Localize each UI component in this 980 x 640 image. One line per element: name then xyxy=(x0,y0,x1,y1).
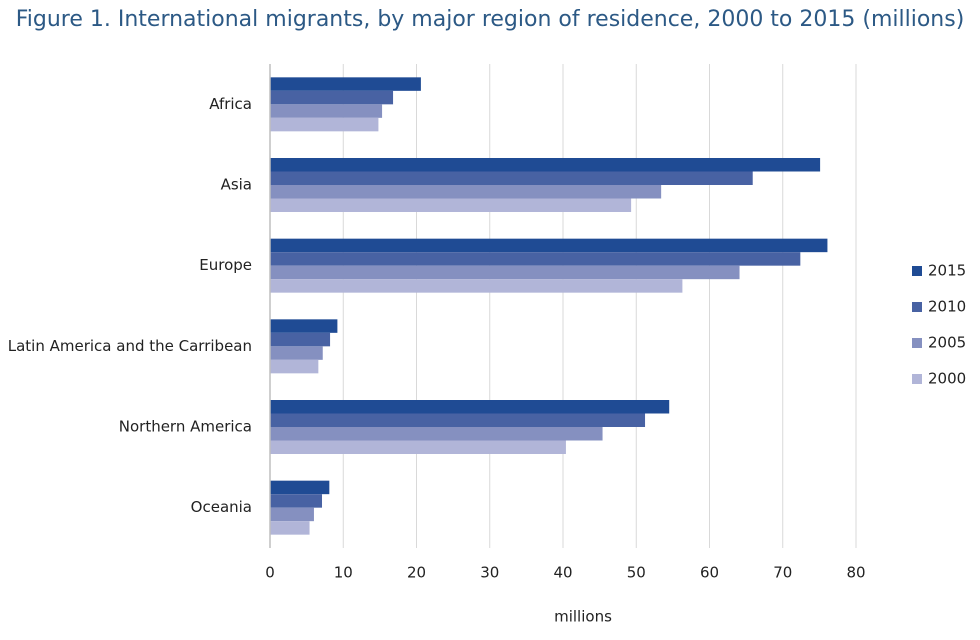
legend-swatch xyxy=(912,338,922,348)
bar xyxy=(270,279,683,293)
bar xyxy=(270,104,383,118)
bar xyxy=(270,238,828,253)
legend-label: 2015 xyxy=(928,262,966,280)
chart-title: Figure 1. International migrants, by maj… xyxy=(16,7,965,32)
y-tick-label: Africa xyxy=(209,95,252,113)
x-tick-label: 80 xyxy=(846,564,865,582)
y-tick-label: Europe xyxy=(199,256,252,274)
bar xyxy=(270,494,323,508)
bar xyxy=(270,265,740,280)
x-tick-label: 30 xyxy=(480,564,499,582)
bar xyxy=(270,158,821,172)
bar xyxy=(270,185,662,199)
legend-label: 2000 xyxy=(928,370,966,388)
bar xyxy=(270,319,338,333)
bar xyxy=(270,521,310,535)
legend-swatch xyxy=(912,266,922,276)
legend-swatch xyxy=(912,374,922,384)
x-tick-label: 60 xyxy=(700,564,719,582)
bar xyxy=(270,332,331,347)
x-tick-label: 20 xyxy=(407,564,426,582)
y-tick-label: Latin America and the Carribean xyxy=(8,337,252,355)
bar xyxy=(270,117,379,132)
bar xyxy=(270,171,753,185)
y-tick-label: Oceania xyxy=(191,498,252,516)
bar xyxy=(270,90,394,105)
bar xyxy=(270,400,670,414)
x-tick-label: 40 xyxy=(553,564,572,582)
bar xyxy=(270,427,603,441)
bar xyxy=(270,77,421,91)
bar xyxy=(270,198,632,212)
legend-label: 2005 xyxy=(928,334,966,352)
x-tick-label: 10 xyxy=(334,564,353,582)
y-tick-label: Northern America xyxy=(119,418,252,436)
x-tick-label: 70 xyxy=(773,564,792,582)
bar xyxy=(270,346,323,360)
bar xyxy=(270,359,319,374)
legend-label: 2010 xyxy=(928,298,966,316)
legend-swatch xyxy=(912,302,922,312)
bar xyxy=(270,413,646,427)
y-tick-label: Asia xyxy=(221,176,252,194)
x-axis-label: millions xyxy=(554,608,612,626)
bar xyxy=(270,507,314,522)
bar xyxy=(270,440,566,454)
bar xyxy=(270,252,801,266)
bar xyxy=(270,480,330,495)
x-tick-label: 0 xyxy=(265,564,275,582)
x-tick-label: 50 xyxy=(627,564,646,582)
